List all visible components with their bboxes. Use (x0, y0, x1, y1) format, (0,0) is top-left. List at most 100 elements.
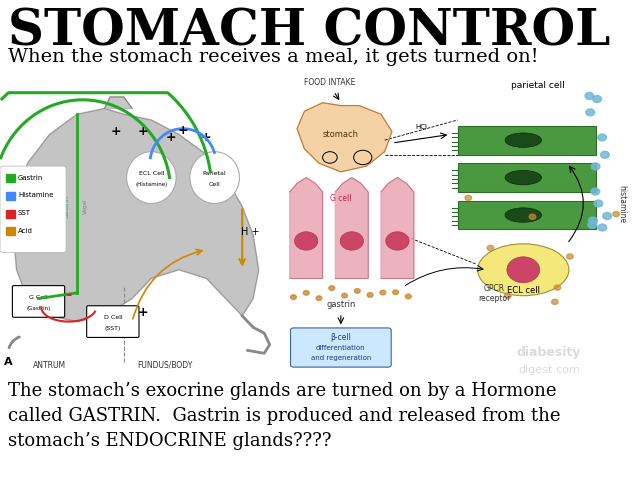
Text: (Gastrin): (Gastrin) (26, 306, 51, 311)
Circle shape (355, 288, 360, 293)
Polygon shape (14, 108, 259, 322)
Circle shape (594, 200, 603, 207)
Circle shape (554, 285, 561, 290)
Text: +: + (201, 131, 212, 144)
Circle shape (329, 286, 335, 290)
Text: gastrin: gastrin (326, 300, 356, 309)
Text: +: + (138, 125, 148, 138)
FancyBboxPatch shape (12, 286, 65, 317)
FancyBboxPatch shape (458, 126, 596, 155)
FancyBboxPatch shape (86, 306, 139, 337)
Bar (6, 228, 15, 236)
Polygon shape (381, 178, 414, 278)
Circle shape (405, 294, 412, 299)
Circle shape (487, 245, 493, 251)
Bar (6, 192, 15, 200)
Circle shape (316, 296, 322, 300)
Text: (Histamine): (Histamine) (135, 182, 168, 187)
Text: (SST): (SST) (105, 326, 121, 331)
Circle shape (127, 152, 176, 204)
Circle shape (465, 195, 472, 201)
Text: +: + (178, 124, 188, 137)
Polygon shape (104, 97, 132, 108)
Text: STOMACH CONTROL: STOMACH CONTROL (8, 8, 611, 57)
Text: -: - (66, 287, 72, 301)
Circle shape (600, 151, 609, 158)
Ellipse shape (505, 133, 541, 147)
Text: G cell: G cell (330, 193, 351, 203)
Circle shape (603, 213, 612, 219)
Text: digest.com: digest.com (518, 365, 580, 375)
Text: stomach: stomach (323, 130, 359, 139)
Text: ECL cell: ECL cell (507, 286, 540, 295)
Circle shape (291, 295, 296, 300)
FancyBboxPatch shape (458, 201, 596, 229)
Text: H +: H + (241, 227, 260, 237)
Text: Histamine: Histamine (18, 192, 53, 198)
Text: diabesity: diabesity (516, 346, 581, 359)
Circle shape (529, 214, 536, 219)
Text: GPCR
receptor: GPCR receptor (478, 284, 510, 303)
Circle shape (598, 134, 607, 141)
Text: +: + (165, 131, 176, 144)
Circle shape (552, 299, 558, 304)
FancyBboxPatch shape (291, 328, 391, 367)
FancyBboxPatch shape (458, 163, 596, 192)
Text: ANTRUM: ANTRUM (33, 360, 66, 370)
Bar (6, 210, 15, 217)
Text: G Cell: G Cell (29, 295, 48, 300)
Text: FUNDUS/BODY: FUNDUS/BODY (138, 360, 193, 370)
Polygon shape (297, 103, 392, 172)
Circle shape (566, 254, 573, 259)
Ellipse shape (505, 170, 541, 185)
Circle shape (588, 221, 596, 228)
Text: differentiation: differentiation (316, 346, 365, 351)
Text: ECL Cell: ECL Cell (139, 171, 164, 176)
Text: Parietal: Parietal (203, 171, 227, 176)
Text: Gastrin: Gastrin (18, 175, 44, 180)
Circle shape (303, 290, 309, 295)
Text: Cell: Cell (209, 182, 221, 187)
Text: histamine: histamine (617, 185, 627, 223)
Circle shape (598, 224, 607, 231)
Polygon shape (335, 178, 368, 278)
Text: SST: SST (18, 210, 31, 216)
Text: β-cell: β-cell (330, 333, 351, 342)
Circle shape (504, 293, 511, 299)
Circle shape (589, 217, 597, 224)
Circle shape (342, 293, 348, 298)
Circle shape (367, 293, 373, 297)
Text: +: + (138, 306, 148, 319)
Text: When the stomach receives a meal, it gets turned on!: When the stomach receives a meal, it get… (8, 48, 538, 66)
Circle shape (340, 232, 364, 250)
Circle shape (585, 93, 594, 99)
Polygon shape (290, 178, 323, 278)
Text: parietal cell: parietal cell (511, 81, 564, 90)
Circle shape (190, 152, 239, 204)
Text: Acid: Acid (18, 228, 33, 234)
Circle shape (593, 96, 602, 102)
Circle shape (380, 290, 386, 295)
Text: Gastrin: Gastrin (65, 195, 70, 218)
FancyArrowPatch shape (9, 337, 19, 348)
Text: +: + (110, 125, 121, 138)
Ellipse shape (505, 208, 541, 222)
FancyBboxPatch shape (0, 166, 66, 252)
Circle shape (386, 232, 409, 250)
Bar (6, 174, 15, 182)
Text: FOOD INTAKE: FOOD INTAKE (304, 78, 356, 87)
Text: D Cell: D Cell (104, 315, 122, 320)
Text: HCl: HCl (415, 124, 427, 130)
Circle shape (591, 163, 600, 170)
Circle shape (393, 290, 399, 295)
Circle shape (294, 232, 318, 250)
Circle shape (507, 257, 540, 283)
Circle shape (591, 188, 600, 195)
Text: A: A (4, 357, 13, 367)
Text: Vagal: Vagal (83, 199, 88, 214)
Circle shape (613, 212, 620, 216)
Text: The stomach’s exocrine glands are turned on by a Hormone
called GASTRIN.  Gastri: The stomach’s exocrine glands are turned… (8, 382, 561, 450)
Ellipse shape (477, 244, 569, 296)
Text: and regeneration: and regeneration (310, 356, 371, 361)
Circle shape (586, 109, 595, 116)
